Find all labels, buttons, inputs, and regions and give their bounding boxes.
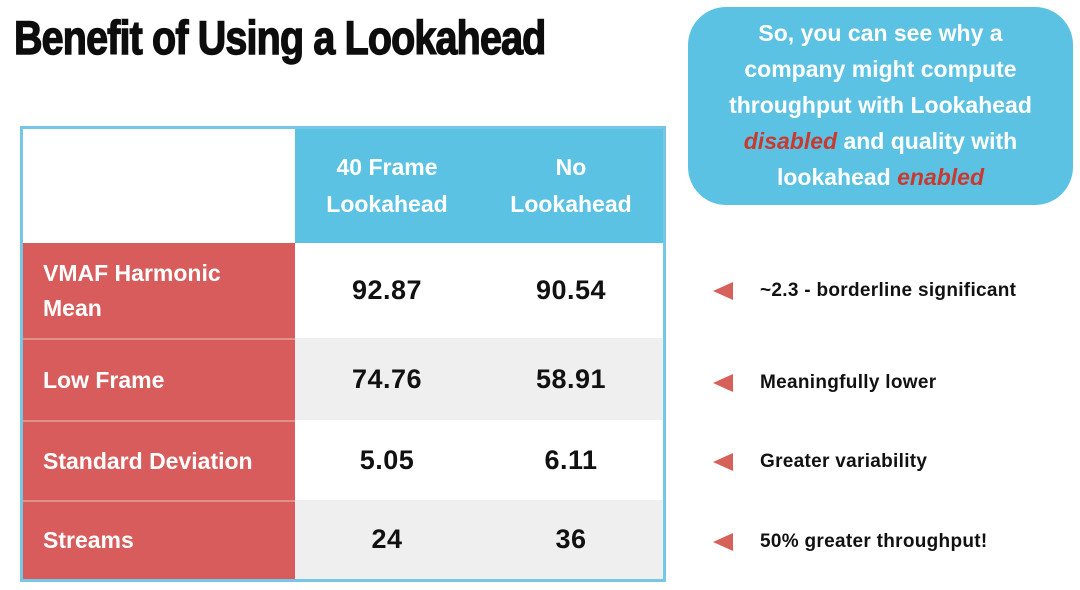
table-cell: 58.91 xyxy=(479,338,663,420)
comparison-table: 40 Frame Lookahead No Lookahead VMAF Har… xyxy=(20,126,666,582)
callout-segment-1: So, you can see why a company might comp… xyxy=(729,20,1032,119)
annotation-greater-variability: Greater variability xyxy=(713,450,927,474)
column-header-no-lookahead: No Lookahead xyxy=(479,129,663,243)
table-cell: 36 xyxy=(479,500,663,579)
table-row-low-frame: Low Frame 74.76 58.91 xyxy=(23,338,663,420)
row-label-standard-deviation: Standard Deviation xyxy=(23,420,295,500)
callout-bubble: So, you can see why a company might comp… xyxy=(688,7,1073,205)
corner-cell xyxy=(23,129,295,243)
annotation-borderline-significant: ~2.3 - borderline significant xyxy=(713,279,1016,303)
table-cell: 90.54 xyxy=(479,243,663,338)
table-cell: 6.11 xyxy=(479,420,663,500)
callout-highlight-disabled: disabled xyxy=(743,127,838,154)
annotation-text: Greater variability xyxy=(760,451,928,472)
annotation-text: ~2.3 - borderline significant xyxy=(760,280,1017,301)
triangle-left-icon xyxy=(713,374,733,392)
table-cell: 24 xyxy=(295,500,479,579)
column-header-label: No Lookahead xyxy=(510,153,632,217)
table-cell: 5.05 xyxy=(295,420,479,500)
annotation-meaningfully-lower: Meaningfully lower xyxy=(713,371,936,395)
table-header-row: 40 Frame Lookahead No Lookahead xyxy=(23,129,663,243)
table-row-vmaf-harmonic-mean: VMAF Harmonic Mean 92.87 90.54 xyxy=(23,243,663,338)
triangle-left-icon xyxy=(713,282,733,300)
table-row-standard-deviation: Standard Deviation 5.05 6.11 xyxy=(23,420,663,500)
callout-segment-2: and quality with lookahead xyxy=(776,127,1018,190)
column-header-label: 40 Frame Lookahead xyxy=(326,153,448,217)
table-cell: 92.87 xyxy=(295,243,479,338)
annotation-greater-throughput: 50% greater throughput! xyxy=(713,530,988,554)
annotation-text: Meaningfully lower xyxy=(760,372,937,393)
row-label-vmaf-harmonic-mean: VMAF Harmonic Mean xyxy=(23,243,295,338)
triangle-left-icon xyxy=(713,453,733,471)
row-label-streams: Streams xyxy=(23,500,295,579)
table-cell: 74.76 xyxy=(295,338,479,420)
page-title: Benefit of Using a Lookahead xyxy=(13,10,546,64)
callout-text: So, you can see why a company might comp… xyxy=(712,16,1049,195)
row-label-low-frame: Low Frame xyxy=(23,338,295,420)
callout-highlight-enabled: enabled xyxy=(897,163,985,190)
annotation-text: 50% greater throughput! xyxy=(760,531,988,552)
table-row-streams: Streams 24 36 xyxy=(23,500,663,579)
triangle-left-icon xyxy=(713,533,733,551)
column-header-40-frame-lookahead: 40 Frame Lookahead xyxy=(295,129,479,243)
